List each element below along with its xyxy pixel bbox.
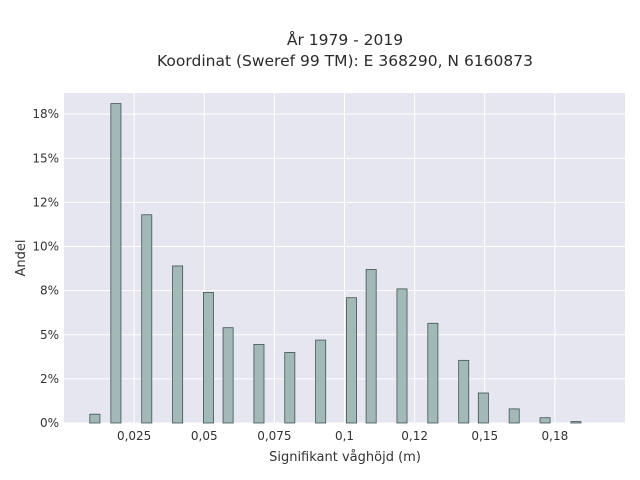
histogram-bar (396, 288, 408, 424)
histogram-bar (539, 417, 551, 424)
histogram-bar (508, 408, 520, 424)
histogram-bar (458, 359, 470, 424)
histogram-bar (203, 292, 214, 424)
histogram-bar (141, 214, 153, 424)
histogram-bar (222, 327, 234, 424)
histogram-bar (570, 421, 582, 424)
grid-lines (64, 93, 625, 424)
histogram-bar (315, 339, 327, 424)
x-tick-label: 0,05 (191, 429, 218, 443)
bars (89, 103, 582, 424)
y-axis-label: Andel (14, 240, 29, 277)
x-tick-label: 0,18 (542, 429, 569, 443)
y-tick-label: 18% (32, 107, 59, 121)
chart-subtitle: Koordinat (Sweref 99 TM): E 368290, N 61… (157, 52, 533, 70)
x-tick-label: 0,075 (257, 429, 291, 443)
y-tick-label: 5% (40, 328, 59, 342)
histogram-bar (427, 322, 439, 424)
y-tick-label: 15% (32, 151, 59, 165)
histogram-bar (172, 265, 184, 424)
y-tick-label: 2% (40, 372, 59, 386)
y-tick-label: 12% (32, 195, 59, 209)
histogram-bar (477, 392, 489, 424)
x-tick-label: 0,12 (401, 429, 428, 443)
histogram-bar (89, 413, 101, 424)
y-tick-label: 8% (40, 284, 59, 298)
x-axis-ticks: 0,025 0,05 0,075 0,1 0,12 0,15 0,18 (117, 429, 568, 443)
x-tick-label: 0,15 (471, 429, 498, 443)
x-tick-label: 0,025 (117, 429, 151, 443)
histogram-bar (253, 344, 265, 424)
histogram-bar (110, 103, 122, 424)
x-tick-label: 0,1 (335, 429, 354, 443)
histogram-bar (365, 269, 377, 424)
histogram-bar (284, 352, 296, 424)
y-tick-label: 0% (40, 416, 59, 430)
y-axis-ticks: 0% 2% 5% 8% 10% 12% 15% 18% (32, 107, 59, 430)
chart-title: År 1979 - 2019 (287, 30, 403, 49)
x-axis-label: Signifikant våghöjd (m) (269, 450, 421, 465)
y-tick-label: 10% (32, 240, 59, 254)
histogram-bar (346, 297, 357, 424)
